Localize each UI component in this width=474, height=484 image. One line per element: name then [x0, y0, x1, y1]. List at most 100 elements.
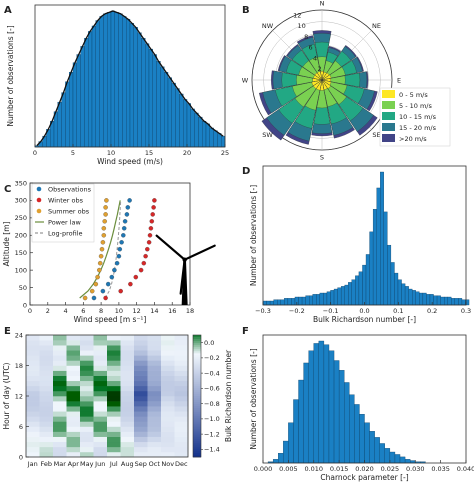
a-bar: [205, 123, 210, 148]
e-heatmap-cell: [53, 370, 67, 376]
e-heatmap-cell: [107, 335, 121, 341]
e-heatmap-cell: [66, 375, 81, 382]
e-heatmap-cell: [39, 350, 54, 356]
c-turbine-blade: [183, 244, 216, 261]
e-colorbar-segment: [193, 377, 201, 381]
a-bar: [167, 77, 172, 148]
e-heatmap-cell: [174, 345, 189, 351]
e-heatmap-cell: [53, 441, 67, 448]
e-heatmap-cell: [26, 350, 40, 356]
panel-c-wind-profile: 0 2 4 6 8 10 12 14 16 18 0 50 100 150 200 250 300 350 Obse…: [2, 179, 216, 324]
e-heatmap-cell: [39, 335, 54, 341]
b-radial-tick-label: 8: [304, 33, 308, 41]
e-heatmap-cell: [66, 416, 81, 422]
d-bar: [429, 294, 434, 306]
d-bar: [333, 288, 338, 306]
b-sector-wedge: [321, 72, 330, 81]
e-heatmap-cell: [161, 345, 175, 351]
d-bar: [348, 282, 352, 306]
e-y-tick-label: 0: [19, 453, 23, 461]
e-heatmap-cell: [80, 451, 94, 458]
e-heatmap-cell: [174, 416, 189, 422]
e-heatmap-cell: [174, 355, 189, 361]
b-legend-label: 0 - 5 m/s: [399, 91, 428, 99]
d-bar: [326, 291, 331, 306]
e-heatmap-cell: [53, 446, 67, 453]
d-bar: [337, 287, 342, 306]
b-sector-wedge: [321, 78, 331, 82]
e-heatmap-cell: [26, 426, 40, 432]
e-heatmap-cell: [120, 380, 135, 387]
d-bar: [451, 298, 456, 306]
e-heatmap-cell: [174, 370, 189, 376]
f-bar: [318, 340, 325, 464]
e-heatmap-cell: [174, 446, 189, 453]
c-point-winter-obs: [146, 240, 152, 245]
e-colorbar-segment: [193, 335, 201, 338]
e-heatmap-cell: [80, 365, 94, 371]
e-heatmap-cell: [161, 421, 175, 427]
e-heatmap-cell: [107, 370, 121, 376]
e-heatmap-cell: [80, 411, 94, 417]
e-heatmap-cell: [147, 406, 162, 412]
e-heatmap-cell: [80, 385, 94, 392]
e-heatmap-cell: [93, 431, 108, 437]
b-radial-tick-label: 6: [309, 44, 313, 52]
c-point-winter-obs: [128, 281, 133, 287]
e-month-label: Aug: [121, 460, 134, 468]
e-heatmap-cell: [120, 385, 135, 392]
f-x-tick-label: 0.000: [254, 465, 273, 473]
f-bar: [364, 422, 370, 464]
f-bar: [328, 350, 335, 464]
b-sector-wedge: [321, 74, 332, 81]
e-heatmap-cell: [66, 421, 81, 427]
c-x-tick-label: 14: [150, 307, 158, 315]
panel-d-richardson-histogram: −0.3 −0.2 −0.1 0.0 0.1 0.2 0.3 Bulk Richardson …: [249, 165, 471, 324]
d-bar: [269, 300, 274, 306]
a-bar: [114, 12, 119, 148]
e-heatmap-cell: [80, 345, 94, 351]
b-sector-wedge: [317, 56, 327, 81]
e-heatmap-cell: [80, 340, 94, 346]
e-heatmap-cell: [134, 355, 148, 361]
e-heatmap-cell: [80, 355, 94, 361]
e-heatmap-cell: [174, 380, 189, 387]
e-colorbar-segment: [193, 408, 201, 411]
d-bar: [340, 286, 345, 306]
e-heatmap-cell: [26, 335, 40, 341]
e-heatmap-cell: [174, 350, 189, 356]
e-heatmap-cell: [39, 375, 54, 382]
e-heatmap-cell: [93, 335, 108, 341]
d-x-tick-label: 0.0: [359, 307, 369, 315]
b-legend-swatch: [382, 123, 395, 131]
c-point-summer-obs: [97, 260, 103, 266]
e-heatmap-cell: [120, 401, 135, 407]
c-log-profile-line: [104, 200, 122, 299]
e-heatmap-cell: [26, 390, 40, 397]
d-bar: [376, 187, 381, 306]
e-heatmap-cell: [93, 436, 108, 443]
e-heatmap-cell: [66, 451, 81, 458]
e-heatmap-cell: [161, 370, 175, 376]
c-legend-marker: [36, 208, 42, 214]
a-bar: [122, 16, 127, 148]
b-sector-wedge: [316, 79, 328, 109]
e-colorbar-segment: [193, 426, 201, 429]
e-heatmap-cell: [39, 436, 54, 443]
e-heatmap-cell: [39, 385, 54, 392]
f-bar: [283, 440, 289, 464]
e-heatmap-cell: [107, 345, 121, 351]
panel-e-richardson-heatmap: Jan Feb Mar Apr May Jun Jul Aug Sep Oct Nov Dec 0 6 12…: [2, 331, 233, 468]
a-bar: [190, 108, 195, 148]
d-bar: [330, 290, 335, 306]
d-x-tick-label: −0.2: [289, 307, 305, 315]
f-bar: [272, 459, 279, 464]
panel-letter-d: D: [242, 166, 250, 177]
a-bar: [91, 25, 96, 148]
a-bar: [179, 93, 184, 148]
f-bar: [308, 350, 314, 464]
e-y-tick-label: 24: [15, 331, 23, 339]
d-bar: [287, 298, 292, 306]
e-colorbar-label: Bulk Richardson number: [224, 349, 233, 442]
